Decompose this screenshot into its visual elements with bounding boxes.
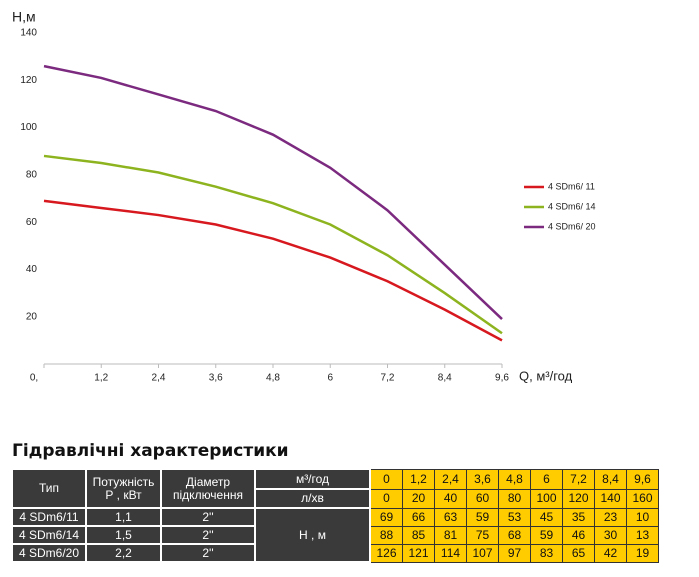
table-cell: 7,2 [562, 468, 595, 490]
table-cell: 97 [498, 543, 531, 563]
table-cell: 2'' [160, 543, 256, 563]
table-cell: 46 [562, 525, 595, 545]
table-cell: 4,8 [498, 468, 531, 490]
y-tick-label: 80 [26, 169, 38, 180]
table-cell: 4 SDm6/14 [11, 525, 87, 545]
x-tick-label: 0, [30, 373, 38, 384]
series-line [43, 154, 503, 335]
table-cell: 3,6 [466, 468, 499, 490]
table-cell: 85 [402, 525, 435, 545]
table-cell: 63 [434, 507, 467, 527]
y-tick-label: 120 [20, 75, 37, 86]
table-cell: л/хв [254, 488, 371, 509]
table-cell: 40 [434, 488, 467, 509]
table-cell: Тип [11, 468, 87, 509]
table: Тип Потужність Р , кВт Діаметр підключення… [11, 468, 659, 563]
table-cell: 42 [594, 543, 627, 563]
table-cell: 20 [402, 488, 435, 509]
table-cell: 2,4 [434, 468, 467, 490]
table-cell: 53 [498, 507, 531, 527]
table-cell: 0 [369, 488, 403, 509]
table-cell: 6 [530, 468, 563, 490]
table-cell: 59 [466, 507, 499, 527]
x-tick-label: 4,8 [266, 373, 280, 384]
x-axis-label: Q, м³/год [519, 368, 573, 383]
legend-label: 4 SDm6/ 14 [548, 201, 596, 211]
table-cell: 59 [530, 525, 563, 545]
table-cell: м³/год [254, 468, 371, 490]
y-tick-label: 40 [26, 264, 38, 275]
y-axis-label: Н,м [12, 9, 36, 25]
table-cell: 13 [626, 525, 659, 545]
table-cell: 81 [434, 525, 467, 545]
table-cell: 126 [369, 543, 403, 563]
table-cell: 45 [530, 507, 563, 527]
table-cell: 100 [530, 488, 563, 509]
table-cell: 1,5 [85, 525, 162, 545]
table-cell: 19 [626, 543, 659, 563]
table-cell: 107 [466, 543, 499, 563]
y-tick-label: 140 [20, 28, 37, 39]
table-cell: 66 [402, 507, 435, 527]
table-cell: 114 [434, 543, 467, 563]
x-tick-label: 9,6 [495, 373, 509, 384]
table-cell: 69 [369, 507, 403, 527]
table-cell: 60 [466, 488, 499, 509]
table-cell: Н , м [254, 507, 371, 563]
table-cell: 88 [369, 525, 403, 545]
table-cell: 4 SDm6/20 [11, 543, 87, 563]
table-cell: 160 [626, 488, 659, 509]
table-cell: 2'' [160, 525, 256, 545]
y-tick-label: 20 [26, 311, 38, 322]
y-tick-label: 60 [26, 217, 38, 228]
table-cell: 140 [594, 488, 627, 509]
series-line [43, 64, 503, 320]
table-cell: 8,4 [594, 468, 627, 490]
table-cell: 80 [498, 488, 531, 509]
table-cell: 2,2 [85, 543, 162, 563]
table-cell: Потужність Р , кВт [85, 468, 162, 509]
table-cell: 83 [530, 543, 563, 563]
table-cell: 65 [562, 543, 595, 563]
table-cell: 75 [466, 525, 499, 545]
x-tick-label: 2,4 [152, 373, 166, 384]
legend-label: 4 SDm6/ 20 [548, 221, 596, 231]
table-cell: 30 [594, 525, 627, 545]
x-tick-label: 1,2 [94, 373, 108, 384]
x-tick-label: 8,4 [438, 373, 452, 384]
table-cell: 120 [562, 488, 595, 509]
table-cell: 10 [626, 507, 659, 527]
table-title: Гідравлічні характеристики [12, 441, 289, 461]
table-cell: 9,6 [626, 468, 659, 490]
x-tick-label: 3,6 [209, 373, 223, 384]
series-line [43, 199, 503, 342]
table-cell: 2'' [160, 507, 256, 527]
x-tick-label: 6 [327, 373, 333, 384]
table-cell: 1,2 [402, 468, 435, 490]
x-tick-label: 7,2 [381, 373, 395, 384]
table-cell: 4 SDm6/11 [11, 507, 87, 527]
table-cell: Діаметр підключення [160, 468, 256, 509]
table-cell: 35 [562, 507, 595, 527]
legend-label: 4 SDm6/ 11 [548, 181, 595, 191]
chart: Н,м Q, м³/год 20 40 60 80 100 120 140 0, 1,2 2,4 3… [12, 9, 596, 384]
table-cell: 68 [498, 525, 531, 545]
table-cell: 121 [402, 543, 435, 563]
table-cell: 0 [369, 468, 403, 490]
y-tick-label: 100 [20, 122, 37, 133]
table-cell: 23 [594, 507, 627, 527]
table-cell: 1,1 [85, 507, 162, 527]
